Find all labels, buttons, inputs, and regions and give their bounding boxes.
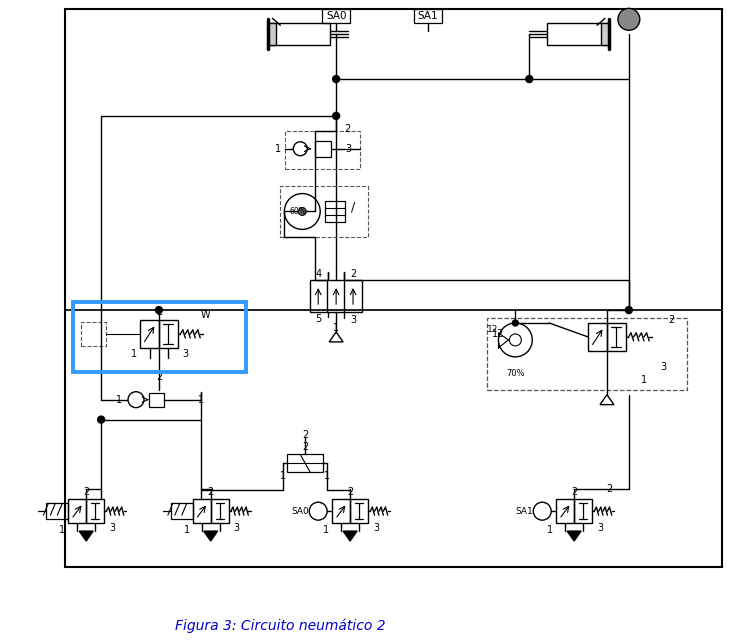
Bar <box>193 499 211 523</box>
Text: 1: 1 <box>324 471 330 481</box>
Bar <box>81 322 106 346</box>
Text: 2: 2 <box>156 307 162 317</box>
Text: SA0: SA0 <box>291 507 309 516</box>
Text: 2: 2 <box>571 488 577 497</box>
Text: W: W <box>201 310 211 320</box>
Bar <box>556 499 574 523</box>
Text: 2: 2 <box>669 315 675 325</box>
Bar <box>607 323 626 351</box>
Text: 3: 3 <box>661 362 666 372</box>
Text: 3: 3 <box>233 523 239 533</box>
Text: SA0: SA0 <box>326 12 346 21</box>
Text: 3: 3 <box>350 315 356 325</box>
Circle shape <box>333 75 340 82</box>
Text: 2: 2 <box>606 484 612 495</box>
Text: 1: 1 <box>131 349 137 359</box>
Text: 1: 1 <box>116 395 122 404</box>
Bar <box>350 499 368 523</box>
Bar <box>487 318 686 390</box>
Bar <box>171 503 193 519</box>
Text: 1: 1 <box>280 471 286 481</box>
Text: 2: 2 <box>302 442 308 453</box>
Bar <box>65 10 722 567</box>
Text: SA1: SA1 <box>418 12 438 21</box>
Bar <box>601 23 609 45</box>
Text: 2: 2 <box>350 269 356 279</box>
Text: 3: 3 <box>183 349 189 359</box>
Text: 1: 1 <box>641 375 647 384</box>
Text: 2: 2 <box>347 488 353 497</box>
Bar <box>414 10 442 23</box>
Text: 70%: 70% <box>506 369 525 378</box>
Circle shape <box>625 307 633 314</box>
Text: 2: 2 <box>208 488 214 497</box>
Text: 12: 12 <box>487 325 498 334</box>
Text: 12: 12 <box>492 329 504 339</box>
Circle shape <box>98 416 105 423</box>
Text: 2: 2 <box>156 372 162 382</box>
Text: 1: 1 <box>547 525 553 535</box>
Bar <box>322 10 350 23</box>
Bar <box>548 23 609 45</box>
Bar <box>73 302 246 372</box>
Polygon shape <box>204 531 218 541</box>
Polygon shape <box>567 531 581 541</box>
Circle shape <box>618 8 640 30</box>
Bar <box>315 141 331 156</box>
Text: Figura 3: Circuito neumático 2: Figura 3: Circuito neumático 2 <box>175 618 385 633</box>
Text: 1: 1 <box>184 525 190 535</box>
Text: SA1: SA1 <box>515 507 533 516</box>
Circle shape <box>156 307 162 314</box>
Bar <box>269 23 330 45</box>
Bar <box>149 393 164 406</box>
Circle shape <box>512 320 518 326</box>
Bar <box>140 320 159 348</box>
Polygon shape <box>343 531 357 541</box>
Bar <box>86 499 104 523</box>
Circle shape <box>526 75 533 82</box>
Text: 1: 1 <box>59 525 65 535</box>
Circle shape <box>298 207 306 216</box>
Text: 2: 2 <box>302 430 308 439</box>
Bar <box>286 131 360 169</box>
Text: 1: 1 <box>333 323 339 333</box>
Text: 2: 2 <box>83 488 90 497</box>
Bar <box>46 503 68 519</box>
Bar <box>325 200 345 222</box>
Text: 2: 2 <box>344 124 350 134</box>
Text: 4: 4 <box>315 269 321 279</box>
Text: 3: 3 <box>373 523 379 533</box>
Bar <box>159 320 178 348</box>
Bar <box>280 185 368 238</box>
Text: 1: 1 <box>323 525 330 535</box>
Text: 3: 3 <box>597 523 603 533</box>
Text: 3: 3 <box>345 144 351 154</box>
Polygon shape <box>79 531 93 541</box>
Bar <box>588 323 607 351</box>
Bar <box>574 499 592 523</box>
Text: 5: 5 <box>315 314 321 324</box>
Bar <box>269 23 277 45</box>
Text: 1: 1 <box>275 144 281 154</box>
Text: /: / <box>351 201 355 214</box>
Text: 3: 3 <box>109 523 115 533</box>
Circle shape <box>333 113 340 119</box>
Bar <box>68 499 86 523</box>
Bar <box>333 499 350 523</box>
Text: 60%: 60% <box>290 207 307 216</box>
Text: 1: 1 <box>197 395 204 404</box>
Bar <box>211 499 228 523</box>
Bar <box>310 280 362 312</box>
Bar <box>287 455 323 472</box>
